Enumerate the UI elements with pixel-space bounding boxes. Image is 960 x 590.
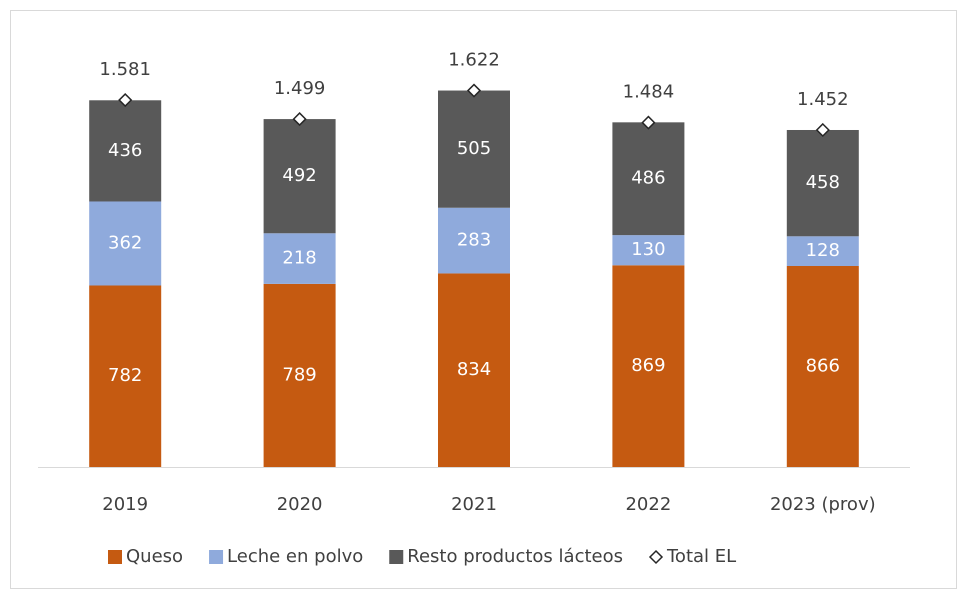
- x-tick-label: 2020: [277, 494, 323, 515]
- bar-segment: [263, 119, 336, 234]
- data-label: 486: [631, 168, 665, 189]
- bar-segment: [89, 285, 162, 467]
- bar-segment: [786, 129, 859, 237]
- x-tick-label: 2021: [451, 494, 497, 515]
- legend-label: Resto productos lácteos: [407, 546, 623, 567]
- x-tick-label: 2023 (prov): [770, 494, 876, 515]
- total-label: 1.581: [99, 59, 151, 80]
- bar-segment: [438, 90, 510, 208]
- bar-segment: [786, 236, 859, 267]
- legend-label: Total EL: [666, 546, 736, 567]
- bar-segment: [438, 207, 510, 274]
- legend-marker: [648, 549, 664, 565]
- data-label: 362: [108, 232, 142, 253]
- bar-segment: [263, 283, 336, 467]
- data-label: 436: [108, 140, 142, 161]
- bar-segment: [438, 273, 510, 467]
- total-label: 1.499: [274, 78, 326, 99]
- data-label: 834: [457, 359, 491, 380]
- total-marker: [292, 112, 307, 127]
- bar-segment: [612, 265, 685, 467]
- chart-border: [10, 10, 957, 589]
- data-label: 128: [806, 240, 840, 261]
- bar-segment: [786, 266, 859, 467]
- x-tick-label: 2022: [625, 494, 671, 515]
- total-marker: [815, 122, 830, 138]
- legend-swatch: [209, 550, 224, 564]
- total-marker: [118, 92, 133, 108]
- bar-segment: [612, 122, 685, 236]
- total-marker: [641, 115, 656, 130]
- legend-swatch: [389, 550, 404, 564]
- data-label: 866: [806, 356, 840, 377]
- bar-segment: [89, 201, 162, 286]
- data-label: 789: [282, 364, 316, 385]
- legend-label: Leche en polvo: [227, 546, 363, 567]
- total-label: 1.622: [448, 50, 500, 71]
- legend-label: Queso: [126, 546, 183, 567]
- x-tick-label: 2019: [102, 494, 148, 515]
- legend-swatch: [108, 550, 122, 564]
- bar-segment: [263, 233, 336, 284]
- total-label: 1.484: [623, 82, 675, 103]
- data-label: 218: [282, 248, 316, 269]
- total-label: 1.452: [797, 89, 849, 110]
- data-label: 869: [631, 355, 665, 376]
- data-label: 283: [457, 230, 491, 251]
- data-label: 492: [282, 165, 316, 186]
- data-label: 782: [108, 365, 142, 386]
- total-marker: [466, 83, 482, 98]
- bar-segment: [89, 100, 162, 202]
- data-label: 505: [457, 138, 491, 159]
- bar-segment: [612, 235, 685, 266]
- data-label: 458: [806, 172, 840, 193]
- data-label: 130: [631, 239, 665, 260]
